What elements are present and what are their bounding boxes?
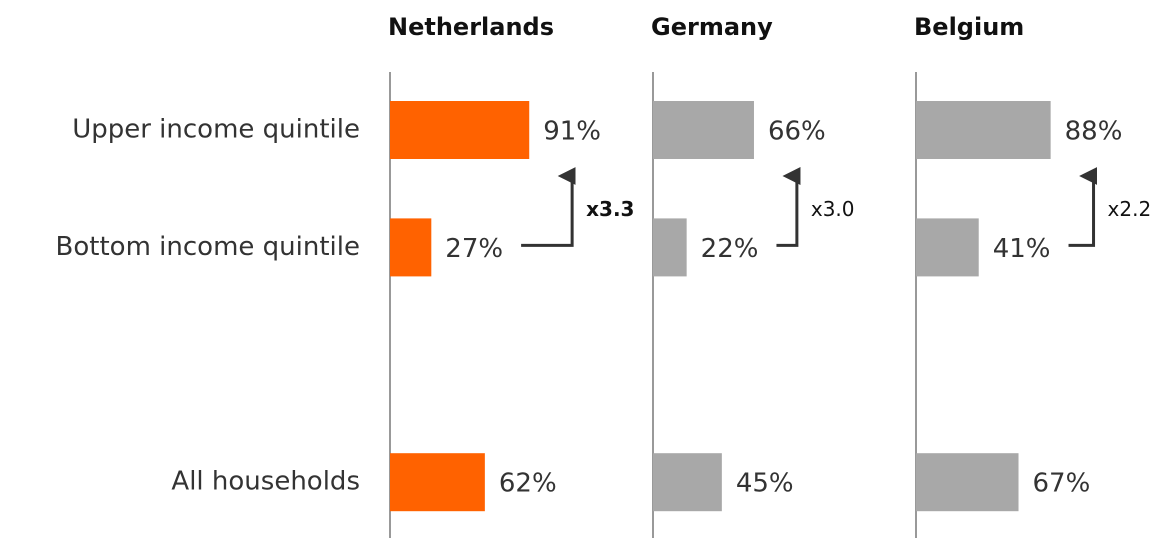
panel-title: Germany — [651, 13, 773, 41]
ratio-arrow — [521, 167, 576, 247]
value-label: 91% — [543, 117, 601, 147]
value-label: 22% — [701, 234, 759, 264]
ratio-arrow — [776, 167, 801, 247]
value-label: 27% — [445, 234, 503, 264]
value-label: 62% — [499, 469, 557, 499]
category-label: Upper income quintile — [72, 115, 360, 145]
bar — [653, 218, 687, 277]
bar — [653, 453, 722, 512]
bar — [916, 453, 1019, 512]
panel-title: Netherlands — [388, 13, 554, 41]
value-label: 66% — [768, 117, 826, 147]
value-label: 41% — [993, 234, 1051, 264]
bar — [653, 101, 754, 159]
panel-title: Belgium — [914, 13, 1024, 41]
ratio-annotation: x3.3 — [586, 197, 634, 221]
value-label: 88% — [1065, 117, 1123, 147]
value-label: 67% — [1033, 469, 1091, 499]
ratio-annotation: x2.2 — [1108, 197, 1152, 221]
category-label: Bottom income quintile — [56, 232, 360, 262]
ratio-annotation: x3.0 — [811, 197, 855, 221]
bar — [390, 453, 485, 512]
bar — [916, 101, 1051, 159]
bar — [390, 101, 530, 159]
category-label: All households — [171, 467, 360, 497]
bar — [916, 218, 979, 277]
ratio-arrow — [1068, 167, 1098, 247]
bar — [390, 218, 432, 277]
value-label: 45% — [736, 469, 794, 499]
